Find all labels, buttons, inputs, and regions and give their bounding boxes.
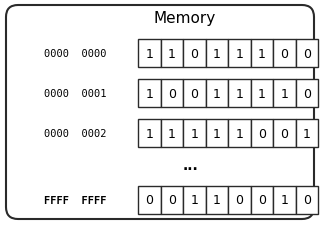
Text: 0: 0 bbox=[280, 47, 288, 60]
Bar bbox=[273, 186, 295, 214]
Bar bbox=[183, 80, 205, 108]
Text: 1: 1 bbox=[145, 127, 153, 140]
Bar bbox=[295, 80, 318, 108]
Bar bbox=[205, 186, 228, 214]
Text: 1: 1 bbox=[235, 87, 243, 100]
Bar bbox=[183, 119, 205, 147]
Bar bbox=[205, 119, 228, 147]
Bar bbox=[273, 80, 295, 108]
Bar bbox=[161, 80, 183, 108]
Bar bbox=[228, 119, 251, 147]
Bar bbox=[161, 119, 183, 147]
Text: 1: 1 bbox=[280, 194, 288, 207]
Text: 1: 1 bbox=[145, 87, 153, 100]
Text: 0000  0001: 0000 0001 bbox=[44, 89, 106, 99]
Bar bbox=[295, 186, 318, 214]
Bar bbox=[138, 119, 161, 147]
Text: FFFF  FFFF: FFFF FFFF bbox=[44, 195, 106, 205]
Bar bbox=[138, 186, 161, 214]
Bar bbox=[295, 40, 318, 68]
Text: 0: 0 bbox=[235, 194, 243, 207]
Text: 0: 0 bbox=[190, 47, 198, 60]
Text: 0: 0 bbox=[145, 194, 153, 207]
Text: 1: 1 bbox=[145, 47, 153, 60]
Text: ...: ... bbox=[182, 158, 198, 172]
Text: 0000  0002: 0000 0002 bbox=[44, 128, 106, 138]
Text: 1: 1 bbox=[168, 127, 176, 140]
Bar bbox=[251, 186, 273, 214]
Bar bbox=[205, 40, 228, 68]
Text: 1: 1 bbox=[168, 47, 176, 60]
Bar bbox=[273, 119, 295, 147]
Text: 1: 1 bbox=[213, 194, 221, 207]
Text: 1: 1 bbox=[213, 127, 221, 140]
Text: 1: 1 bbox=[235, 47, 243, 60]
Bar bbox=[251, 119, 273, 147]
Text: 1: 1 bbox=[235, 127, 243, 140]
Bar bbox=[273, 40, 295, 68]
Text: 1: 1 bbox=[303, 127, 311, 140]
Text: 1: 1 bbox=[258, 87, 266, 100]
Bar bbox=[295, 119, 318, 147]
Bar bbox=[251, 80, 273, 108]
FancyBboxPatch shape bbox=[6, 6, 314, 219]
Text: 0000  0000: 0000 0000 bbox=[44, 49, 106, 59]
Text: 0: 0 bbox=[303, 194, 311, 207]
Text: 1: 1 bbox=[213, 47, 221, 60]
Text: 0: 0 bbox=[303, 47, 311, 60]
Bar bbox=[183, 40, 205, 68]
Text: 0: 0 bbox=[303, 87, 311, 100]
Text: 0: 0 bbox=[258, 127, 266, 140]
Text: 0: 0 bbox=[190, 87, 198, 100]
Text: 0: 0 bbox=[168, 194, 176, 207]
Bar bbox=[138, 40, 161, 68]
Bar bbox=[205, 80, 228, 108]
Text: 0: 0 bbox=[168, 87, 176, 100]
Text: 1: 1 bbox=[190, 194, 198, 207]
Text: 1: 1 bbox=[258, 47, 266, 60]
Bar bbox=[183, 186, 205, 214]
Bar bbox=[138, 80, 161, 108]
Text: 1: 1 bbox=[213, 87, 221, 100]
Bar bbox=[228, 186, 251, 214]
Text: 0: 0 bbox=[280, 127, 288, 140]
Text: Memory: Memory bbox=[154, 10, 216, 25]
Text: 1: 1 bbox=[190, 127, 198, 140]
Bar bbox=[161, 186, 183, 214]
Bar bbox=[161, 40, 183, 68]
Bar bbox=[228, 80, 251, 108]
Bar bbox=[228, 40, 251, 68]
Bar bbox=[251, 40, 273, 68]
Text: 0: 0 bbox=[258, 194, 266, 207]
Text: 1: 1 bbox=[280, 87, 288, 100]
